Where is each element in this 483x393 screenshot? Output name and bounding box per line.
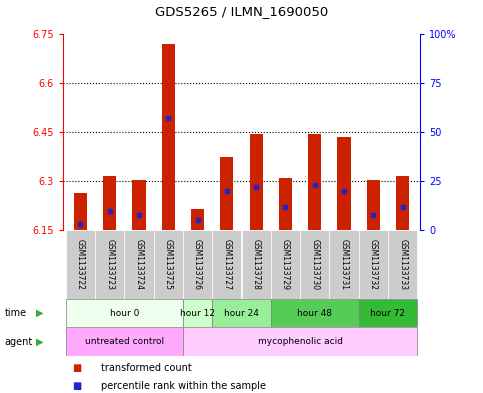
Text: agent: agent (5, 336, 33, 347)
Bar (220, 157, 233, 230)
Bar (359, 299, 417, 327)
Text: GSM1133726: GSM1133726 (193, 239, 202, 290)
Bar (250, 134, 263, 230)
Text: time: time (5, 308, 27, 318)
Bar (154, 230, 183, 299)
Text: ■: ■ (72, 381, 82, 391)
Text: hour 48: hour 48 (297, 309, 332, 318)
Bar (162, 44, 175, 230)
Text: transformed count: transformed count (101, 363, 192, 373)
Bar (95, 230, 124, 299)
Bar (212, 299, 271, 327)
Bar (74, 193, 87, 230)
Bar (66, 230, 95, 299)
Bar (183, 327, 417, 356)
Text: GSM1133724: GSM1133724 (134, 239, 143, 290)
Text: GSM1133733: GSM1133733 (398, 239, 407, 290)
Text: hour 24: hour 24 (224, 309, 259, 318)
Bar (279, 178, 292, 230)
Bar (191, 209, 204, 230)
Text: GSM1133722: GSM1133722 (76, 239, 85, 290)
Bar (388, 230, 417, 299)
Bar (300, 230, 329, 299)
Text: hour 0: hour 0 (110, 309, 139, 318)
Bar (271, 230, 300, 299)
Bar (329, 230, 359, 299)
Text: mycophenolic acid: mycophenolic acid (257, 337, 342, 346)
Bar (103, 176, 116, 230)
Bar (359, 230, 388, 299)
Text: GSM1133728: GSM1133728 (252, 239, 261, 290)
Bar (271, 299, 359, 327)
Bar (66, 299, 183, 327)
Text: GSM1133730: GSM1133730 (310, 239, 319, 290)
Text: GSM1133723: GSM1133723 (105, 239, 114, 290)
Text: GDS5265 / ILMN_1690050: GDS5265 / ILMN_1690050 (155, 5, 328, 18)
Bar (183, 230, 212, 299)
Bar (124, 230, 154, 299)
Bar (338, 137, 351, 230)
Text: untreated control: untreated control (85, 337, 164, 346)
Text: percentile rank within the sample: percentile rank within the sample (101, 381, 267, 391)
Bar (212, 230, 242, 299)
Bar (367, 180, 380, 230)
Bar (242, 230, 271, 299)
Text: ■: ■ (72, 363, 82, 373)
Bar (308, 134, 321, 230)
Text: GSM1133731: GSM1133731 (340, 239, 349, 290)
Text: hour 72: hour 72 (370, 309, 406, 318)
Text: GSM1133727: GSM1133727 (222, 239, 231, 290)
Text: ▶: ▶ (36, 308, 44, 318)
Bar (66, 327, 183, 356)
Text: GSM1133732: GSM1133732 (369, 239, 378, 290)
Bar (183, 299, 212, 327)
Text: GSM1133729: GSM1133729 (281, 239, 290, 290)
Bar (132, 180, 145, 230)
Bar (396, 176, 409, 230)
Text: hour 12: hour 12 (180, 309, 215, 318)
Text: GSM1133725: GSM1133725 (164, 239, 173, 290)
Text: ▶: ▶ (36, 336, 44, 347)
